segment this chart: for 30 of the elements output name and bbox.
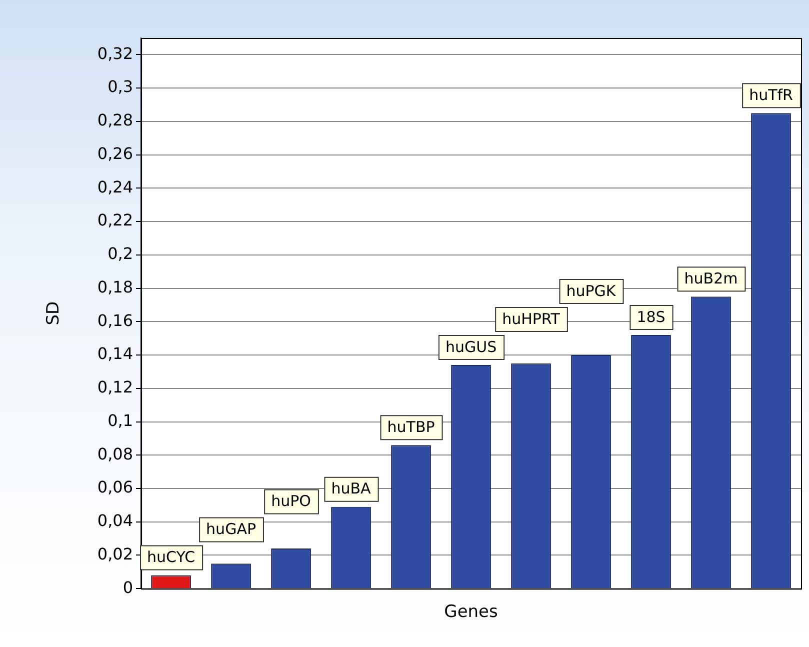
x-tick-label: huB2m — [684, 270, 738, 288]
x-axis-title: Genes — [444, 602, 498, 622]
y-tick-label: 0,22 — [97, 210, 134, 230]
x-tick-label: huCYC — [147, 548, 196, 566]
y-tick-label: 0,1 — [108, 410, 134, 430]
y-tick-label: 0,18 — [97, 277, 134, 296]
y-tick-label: 0,3 — [108, 77, 134, 96]
y-tick-label: 0,26 — [97, 144, 134, 163]
y-tick-label: 0,32 — [97, 44, 134, 63]
y-tick-label: 0,2 — [108, 244, 134, 264]
y-tick-label: 0,08 — [97, 444, 134, 464]
x-tick-label: huBA — [331, 480, 372, 498]
x-tick-label: huHPRT — [502, 310, 561, 328]
y-tick-label: 0,02 — [97, 544, 134, 564]
y-tick-label: 0,14 — [97, 344, 134, 364]
y-tick-label: 0,12 — [97, 378, 134, 397]
x-tick-label: huTBP — [387, 418, 435, 436]
x-tick-label: huPGK — [566, 282, 617, 300]
y-tick-label: 0,16 — [97, 310, 134, 330]
y-tick-label: 0,28 — [97, 110, 134, 130]
x-tick-label: 18S — [636, 308, 666, 326]
x-tick-label: huGAP — [206, 520, 256, 538]
y-tick-label: 0,24 — [97, 177, 134, 196]
x-tick-label: huGUS — [445, 338, 497, 356]
x-tick-label: huPO — [271, 492, 311, 510]
y-tick-label: 0,06 — [97, 478, 134, 497]
y-axis-title: SD — [44, 301, 64, 326]
y-tick-label: 0,04 — [97, 511, 134, 530]
x-tick-label: huTfR — [749, 86, 793, 104]
y-tick-label: 0 — [122, 578, 134, 597]
